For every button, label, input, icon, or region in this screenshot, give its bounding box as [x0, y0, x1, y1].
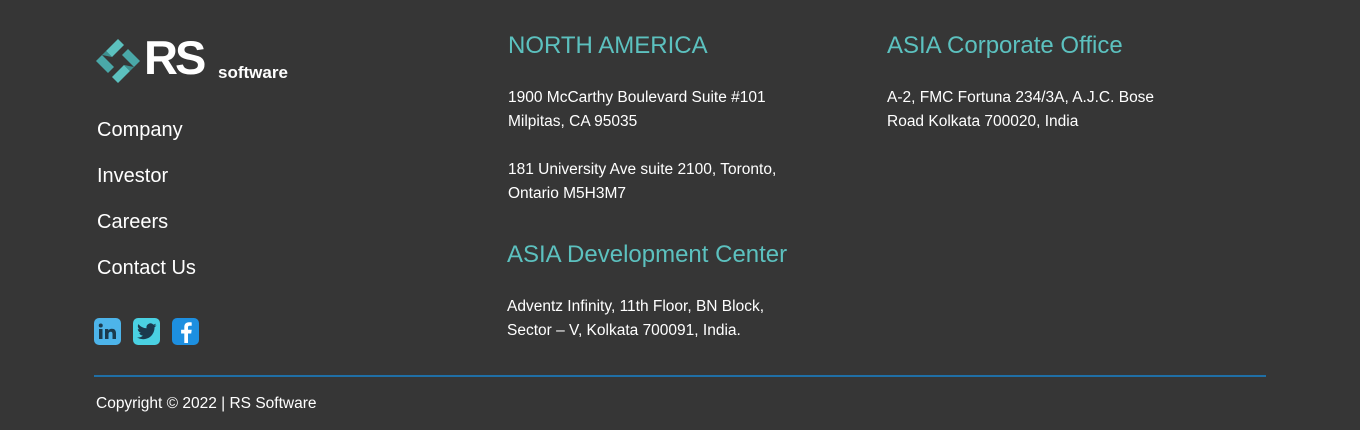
office-title: ASIA Development Center — [507, 241, 788, 268]
logo-wordmark: RS — [144, 31, 206, 84]
address-line: 181 University Ave suite 2100, Toronto, — [508, 161, 777, 178]
footer-divider — [94, 375, 1266, 377]
brand-logo[interactable]: RS software — [94, 31, 294, 85]
office-asia-corporate: ASIA Corporate Office A-2, FMC Fortuna 2… — [887, 32, 1154, 134]
nav-link-company[interactable]: Company — [97, 119, 183, 141]
nav-link-investor[interactable]: Investor — [97, 165, 169, 187]
nav-link-careers[interactable]: Careers — [97, 211, 169, 233]
office-title: NORTH AMERICA — [508, 32, 708, 59]
logo-mark-icon — [96, 39, 140, 83]
social-links — [94, 318, 199, 345]
address-line: A-2, FMC Fortuna 234/3A, A.J.C. Bose — [887, 89, 1155, 106]
copyright-text: Copyright © 2022 | RS Software — [96, 395, 317, 412]
facebook-icon[interactable] — [172, 318, 199, 345]
office-title: ASIA Corporate Office — [887, 32, 1123, 59]
address-line: Milpitas, CA 95035 — [508, 113, 638, 130]
address-line: 1900 McCarthy Boulevard Suite #101 — [508, 89, 766, 106]
address-line: Adventz Infinity, 11th Floor, BN Block, — [507, 298, 765, 315]
address-line: Sector – V, Kolkata 700091, India. — [507, 322, 741, 339]
nav-link-contact-us[interactable]: Contact Us — [97, 257, 196, 279]
twitter-icon[interactable] — [133, 318, 160, 345]
logo-suffix: software — [218, 63, 288, 82]
address-line: Ontario M5H3M7 — [508, 185, 627, 202]
address-line: Road Kolkata 700020, India — [887, 113, 1079, 130]
linkedin-icon[interactable] — [94, 318, 121, 345]
footer-nav: Company Investor Careers Contact Us — [97, 118, 196, 302]
office-asia-development: ASIA Development Center Adventz Infinity… — [507, 241, 787, 343]
office-north-america: NORTH AMERICA 1900 McCarthy Boulevard Su… — [508, 32, 776, 206]
